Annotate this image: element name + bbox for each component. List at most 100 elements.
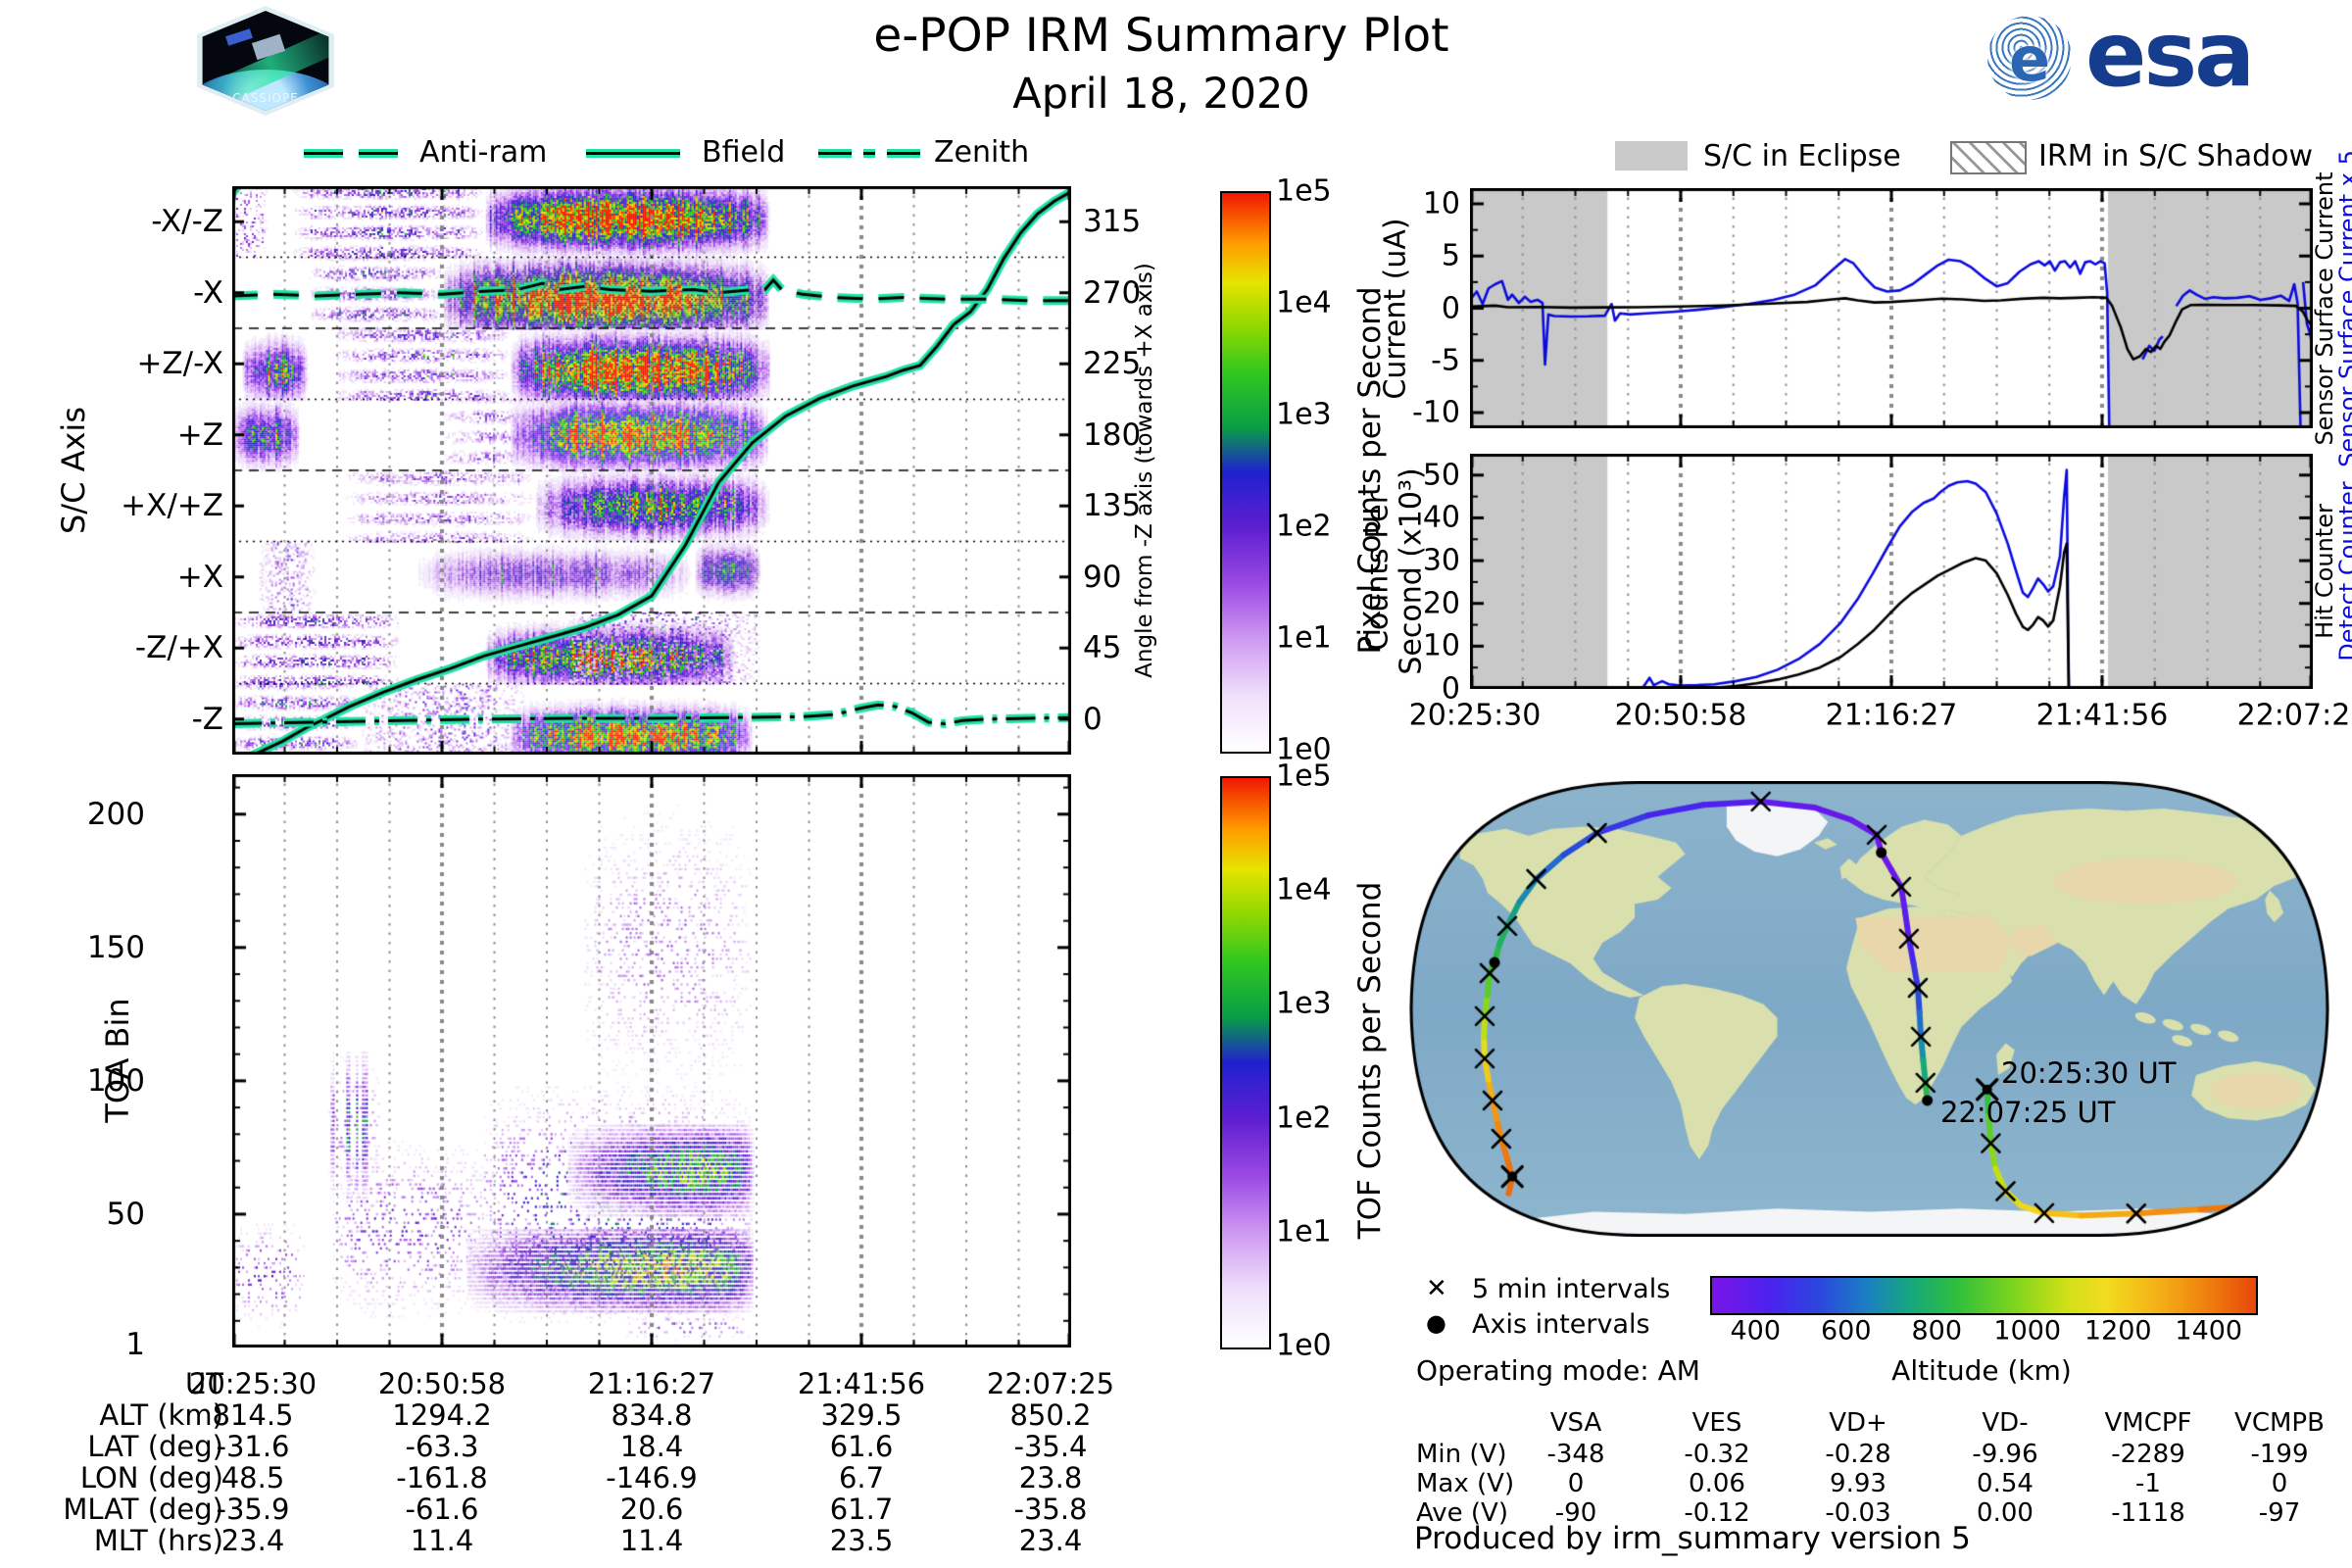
right-time-tick-3: 21:41:56 — [2035, 698, 2169, 733]
date-line: April 18, 2020 — [1012, 70, 1310, 120]
esa-wordmark: esa — [2085, 2, 2255, 107]
counts-chart — [1470, 454, 2313, 689]
ephemeris-value: 23.4 — [220, 1524, 285, 1557]
ephemeris-row-label-mlthrs: MLT (hrs) — [93, 1524, 223, 1557]
ground-track-map — [1409, 781, 2329, 1237]
voltage-value: 0.00 — [1977, 1498, 2034, 1528]
orientation-legend: Anti-ram Bfield Zenith — [284, 135, 1049, 171]
toa-ylabel: TOA Bin — [99, 998, 136, 1123]
ephemeris-value: 23.5 — [829, 1524, 894, 1557]
counts-tick-20: 20 — [1422, 586, 1460, 621]
ephemeris-value: -63.3 — [405, 1430, 479, 1463]
angle-tick-45: 45 — [1083, 630, 1122, 666]
toa-spectrogram — [232, 774, 1071, 1348]
x-marker-label: 5 min intervals — [1472, 1274, 1671, 1304]
angle-tick-90: 90 — [1083, 559, 1122, 595]
pixel-cb-tick-1e1: 1e1 — [1276, 620, 1332, 656]
ephemeris-value: 6.7 — [838, 1461, 885, 1494]
sc-axis-row--Z: -Z — [191, 701, 223, 737]
current-tick--10: -10 — [1412, 395, 1460, 430]
voltage-value: 0.06 — [1689, 1469, 1745, 1498]
ephemeris-row-label-londeg: LON (deg) — [79, 1461, 223, 1494]
alt-cb-tick-1400: 1400 — [2175, 1315, 2243, 1347]
ephemeris-value: 61.6 — [829, 1430, 894, 1463]
alt-cb-tick-1200: 1200 — [2083, 1315, 2152, 1347]
counts-tick-30: 30 — [1422, 543, 1460, 578]
right-time-tick-1: 20:50:58 — [1614, 698, 1747, 733]
alt-cb-tick-600: 600 — [1820, 1315, 1872, 1347]
voltage-value: -0.28 — [1825, 1440, 1891, 1469]
ephemeris-value: -31.6 — [216, 1430, 290, 1463]
voltage-col-vcmpb: VCMPB — [2234, 1408, 2325, 1438]
ephemeris-value: 1294.2 — [392, 1398, 492, 1432]
toa-tick-200: 200 — [86, 797, 145, 832]
toa-tick-50: 50 — [106, 1197, 145, 1232]
pixel-counts-colorbar — [1220, 191, 1271, 754]
current-ylabel: Current (uA) — [1378, 218, 1413, 400]
right-time-tick-0: 20:25:30 — [1408, 698, 1542, 733]
zenith-line-sample — [863, 149, 875, 158]
ephemeris-row-label-latdeg: LAT (deg) — [87, 1430, 223, 1463]
title-line: e-POP IRM Summary Plot — [873, 9, 1449, 63]
ephemeris-value: 18.4 — [619, 1430, 684, 1463]
eclipse-legend: S/C in Eclipse IRM in S/C Shadow — [1607, 139, 2352, 178]
ephemeris-value: 20:25:30 — [188, 1367, 318, 1400]
esa-globe-icon: e — [1987, 16, 2072, 100]
tof-cb-tick-1e3: 1e3 — [1276, 986, 1332, 1021]
sc-axis-row-+X: +X — [176, 559, 223, 595]
current-tick--5: -5 — [1431, 343, 1460, 378]
voltage-value: 0.54 — [1977, 1469, 2034, 1498]
voltage-row-ave: Ave (V) — [1416, 1498, 1508, 1528]
altitude-colorbar — [1710, 1276, 2258, 1315]
voltage-value: -1118 — [2111, 1498, 2185, 1528]
angle-tick-225: 225 — [1083, 346, 1142, 382]
counts-ylabel-line1: Counts Per — [1360, 491, 1396, 652]
detect-counter-label: Detect Counter — [2334, 481, 2352, 662]
bfield-line-sample — [586, 149, 680, 158]
voltage-value: -348 — [1546, 1440, 1605, 1469]
alt-cb-tick-800: 800 — [1911, 1315, 1963, 1347]
sc-axis-row--Z/+X: -Z/+X — [134, 630, 223, 666]
ephemeris-value: 11.4 — [619, 1524, 684, 1557]
voltage-value: 0 — [1567, 1469, 1585, 1498]
right-time-tick-4: 22:07:25 — [2236, 698, 2352, 733]
ephemeris-value: 21:41:56 — [797, 1367, 926, 1400]
dot-marker-icon: ● — [1426, 1309, 1446, 1337]
tof-cb-tick-1e5: 1e5 — [1276, 759, 1332, 794]
ephemeris-value: 20.6 — [619, 1493, 684, 1526]
voltage-value: -97 — [2258, 1498, 2301, 1528]
right-time-tick-2: 21:16:27 — [1825, 698, 1958, 733]
shadow-swatch — [1950, 141, 2027, 174]
current-chart — [1470, 188, 2313, 428]
voltage-value: -90 — [1554, 1498, 1597, 1528]
toa-tick-1: 1 — [125, 1327, 145, 1362]
alt-cb-tick-1000: 1000 — [1993, 1315, 2062, 1347]
voltage-value: -0.12 — [1684, 1498, 1750, 1528]
operating-mode: Operating mode: AM — [1416, 1354, 1700, 1387]
voltage-value: -0.32 — [1684, 1440, 1750, 1469]
current-tick-5: 5 — [1441, 238, 1460, 273]
current-tick-10: 10 — [1422, 186, 1460, 221]
ephemeris-value: 61.7 — [829, 1493, 894, 1526]
patch-label: CASSIOPE — [232, 91, 299, 105]
angle-axis-label: Angle from -Z axis (towards +X axis) — [1132, 263, 1157, 678]
shadow-label: IRM in S/C Shadow — [2038, 139, 2314, 173]
pixel-cb-tick-1e0: 1e0 — [1276, 732, 1332, 767]
tof-cb-tick-1e4: 1e4 — [1276, 872, 1332, 907]
angle-tick-0: 0 — [1083, 701, 1102, 737]
ephemeris-value: 11.4 — [410, 1524, 474, 1557]
esa-logo: e esa — [1987, 2, 2340, 116]
counts-tick-40: 40 — [1422, 500, 1460, 535]
voltage-col-vsa: VSA — [1549, 1408, 1602, 1438]
ephemeris-row-label-ut: UT — [185, 1367, 223, 1400]
sc-axis-row-+X/+Z: +X/+Z — [121, 488, 223, 524]
track-end-label: 22:07:25 UT — [1940, 1096, 2116, 1129]
voltage-value: -0.03 — [1825, 1498, 1891, 1528]
eclipse-swatch — [1615, 141, 1688, 171]
ephemeris-value: 20:50:58 — [377, 1367, 507, 1400]
pixel-cb-tick-1e4: 1e4 — [1276, 285, 1332, 320]
ephemeris-row-label-altkm: ALT (km) — [99, 1398, 223, 1432]
voltage-value: 0 — [2271, 1469, 2288, 1498]
voltage-value: -2289 — [2111, 1440, 2185, 1469]
